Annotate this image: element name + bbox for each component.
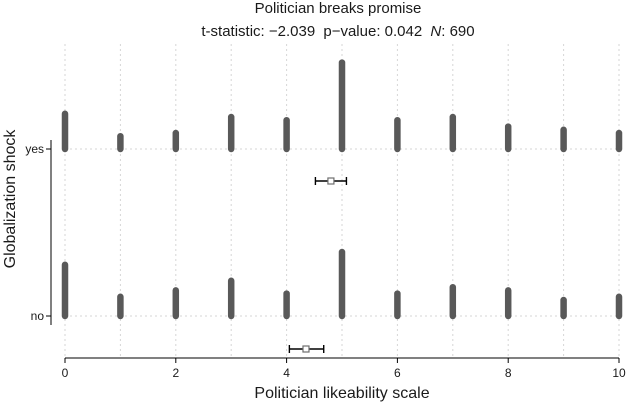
x-tick-label-4: 4 — [283, 366, 290, 380]
errorbar-layer — [288, 177, 348, 353]
x-axis-label: Politician likeability scale — [254, 385, 429, 402]
bars-layer — [61, 59, 623, 320]
mean-marker-yes — [327, 177, 335, 185]
p-value-label: p−value: — [323, 23, 380, 40]
x-tick-label-0: 0 — [62, 366, 69, 380]
n-label: N — [430, 23, 441, 40]
n-value: 690 — [450, 23, 475, 40]
x-tick-label-8: 8 — [505, 366, 512, 380]
y-ticks: yes no — [25, 142, 51, 323]
n-colon: : — [441, 23, 445, 40]
t-stat-label: t-statistic: — [201, 23, 264, 40]
y-axis-label: Globalization shock — [2, 129, 19, 269]
x-tick-label-6: 6 — [394, 366, 401, 380]
x-tick-label-10: 10 — [612, 366, 626, 380]
chart-subtitle: t-statistic: −2.039 p−value: 0.042 N: 69… — [201, 23, 474, 40]
x-tick-label-2: 2 — [172, 366, 179, 380]
y-tick-label-yes: yes — [25, 142, 44, 156]
t-stat-value: −2.039 — [269, 23, 315, 40]
x-ticks: 0 2 4 6 8 10 — [62, 358, 626, 380]
y-tick-label-no: no — [31, 309, 45, 323]
p-value-value: 0.042 — [385, 23, 423, 40]
chart-title: Politician breaks promise — [255, 0, 422, 17]
mean-marker-no — [302, 345, 310, 353]
